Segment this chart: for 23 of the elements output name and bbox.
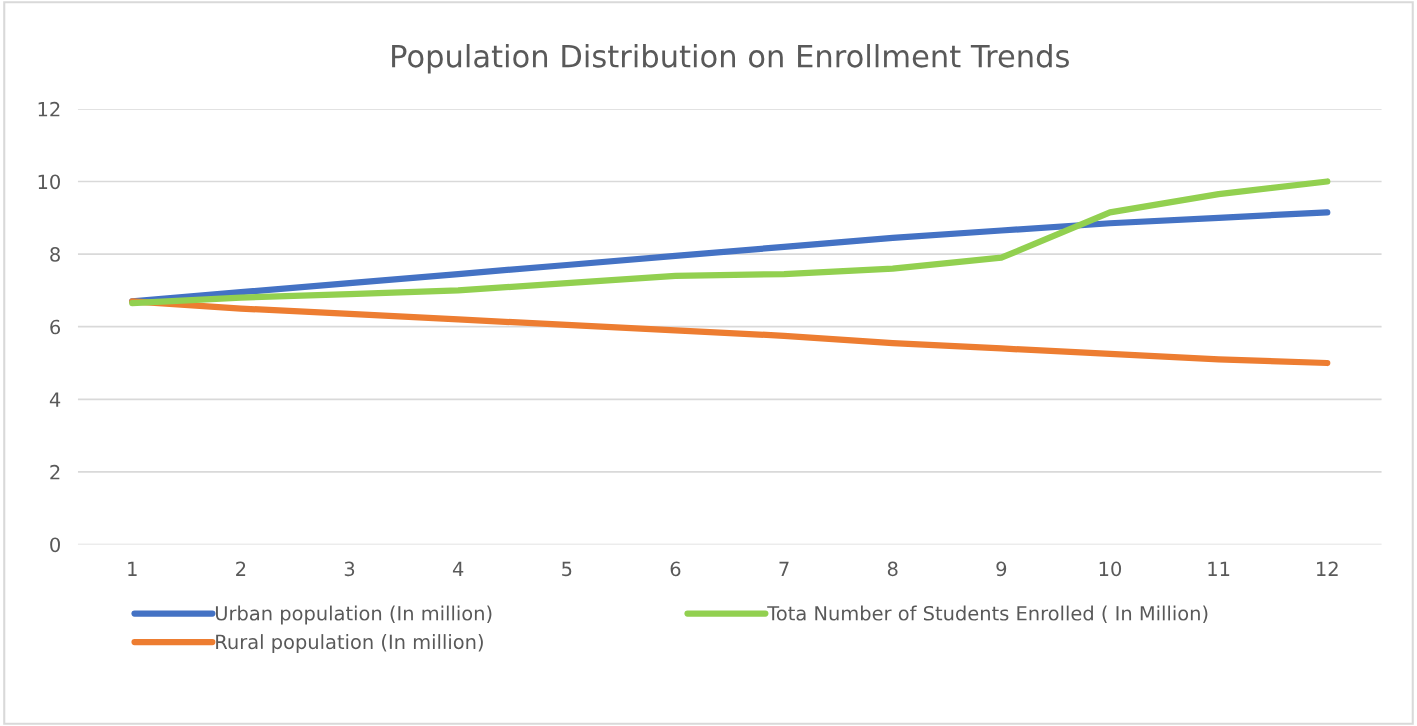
y-tick-label: 12 — [38, 101, 60, 117]
x-tick-label: 11 — [1208, 561, 1230, 576]
x-tick-label: 2 — [236, 561, 246, 576]
x-tick-label: 3 — [344, 561, 355, 577]
y-tick-label: 4 — [49, 392, 61, 407]
y-tick-label: 10 — [38, 174, 60, 190]
legend-label: Tota Number of Students Enrolled ( In Million) — [767, 605, 1208, 623]
x-tick-label: 4 — [452, 561, 464, 576]
y-tick-label: 0 — [50, 537, 60, 553]
legend-label: Rural population (In million) — [216, 634, 483, 653]
y-tick-label: 2 — [50, 464, 60, 480]
x-tick-label: 5 — [562, 561, 572, 577]
x-tick-label: 12 — [1317, 561, 1338, 576]
x-tick-label: 9 — [996, 561, 1007, 577]
chart-title: Population Distribution on Enrollment Trends — [392, 44, 1069, 74]
x-tick-label: 8 — [887, 561, 898, 577]
y-tick-label: 8 — [50, 247, 60, 262]
x-tick-label: 6 — [670, 561, 681, 577]
x-tick-label: 10 — [1099, 561, 1122, 577]
x-tick-label: 7 — [779, 561, 789, 576]
y-tick-label: 6 — [50, 319, 61, 335]
x-tick-label: 1 — [128, 561, 137, 576]
legend-label: Urban population (In million) — [215, 605, 492, 625]
